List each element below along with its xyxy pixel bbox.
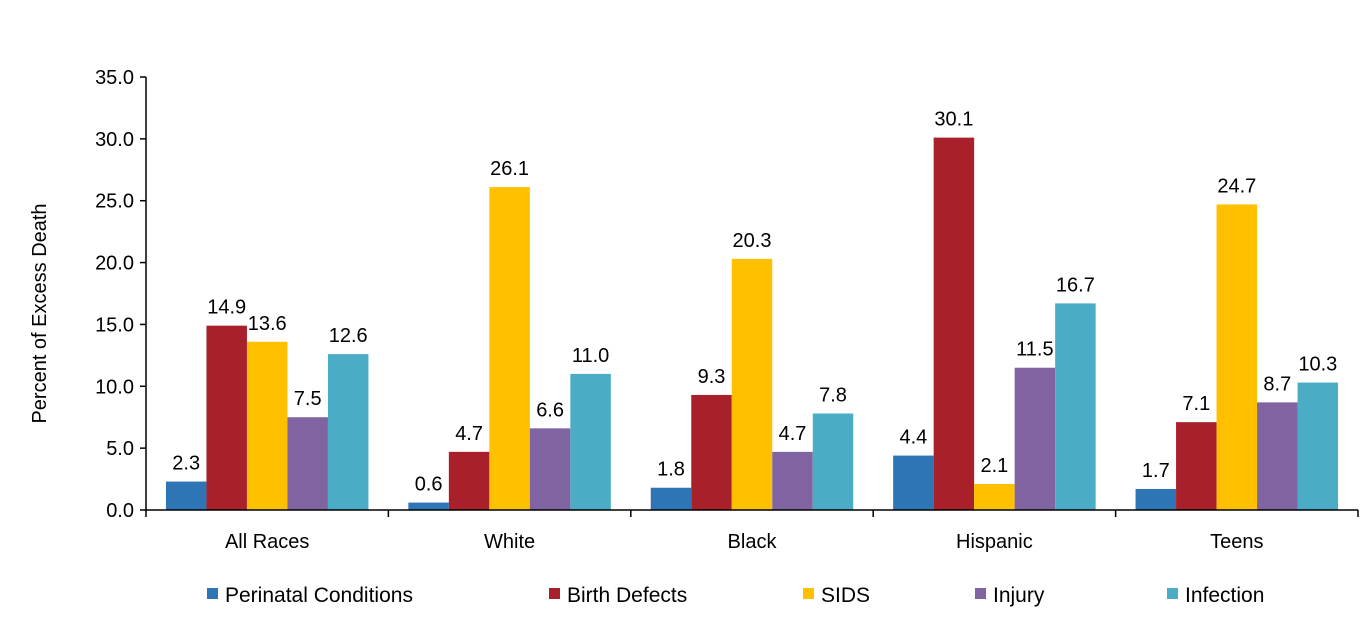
bar-injury-hispanic	[1014, 367, 1056, 510]
bar-sids-black	[731, 258, 773, 510]
data-label: 7.8	[819, 385, 847, 407]
legend-swatch	[803, 588, 814, 599]
axes-layer	[145, 77, 1358, 511]
bar-sids-all-races	[246, 341, 288, 510]
y-ticks-layer: 0.0 5.0 10.0 15.0 20.0 25.0 30.0 35.0	[95, 67, 146, 522]
data-labels-layer: 2.3 0.6 1.8 4.4 1.7 14.9 4.7 9.3 30.1 7.1 13.6 26.1…	[172, 109, 1337, 496]
legend-swatch	[1167, 588, 1178, 599]
bar-sids-teens	[1216, 204, 1258, 510]
data-label: 14.9	[207, 297, 246, 319]
y-tick-label: 10.0	[95, 376, 134, 398]
data-label: 4.4	[899, 427, 927, 449]
bar-injury-teens	[1257, 402, 1298, 510]
x-ticks-layer: All Races White Black Hispanic Teens	[145, 510, 1359, 553]
bar-sids-hispanic	[974, 484, 1015, 510]
data-label: 16.7	[1056, 274, 1095, 296]
bar-infection-black	[812, 413, 854, 510]
data-label: 8.7	[1263, 373, 1291, 395]
bar-injury-white	[529, 428, 571, 510]
bar-birth-defects-hispanic	[933, 137, 975, 510]
bar-infection-all-races	[327, 354, 369, 510]
x-category-label: White	[484, 531, 535, 553]
bar-perinatal-conditions-black	[650, 487, 692, 510]
bar-infection-teens	[1297, 382, 1339, 510]
bar-perinatal-conditions-all-races	[165, 481, 207, 510]
y-axis-title: Percent of Excess Death	[29, 203, 51, 423]
bar-perinatal-conditions-hispanic	[893, 455, 934, 510]
data-label: 4.7	[779, 423, 807, 445]
legend-swatch	[975, 588, 986, 599]
bar-perinatal-conditions-white	[408, 502, 449, 510]
data-label: 11.5	[1016, 339, 1053, 361]
x-category-label: Teens	[1210, 531, 1263, 553]
y-tick-label: 0.0	[106, 500, 134, 522]
data-label: 0.6	[415, 474, 443, 496]
bar-infection-white	[570, 373, 611, 510]
x-category-label: All Races	[225, 531, 309, 553]
legend-label: Injury	[993, 584, 1045, 607]
legend-label: SIDS	[821, 584, 870, 607]
bar-birth-defects-white	[448, 451, 490, 510]
legend-label: Perinatal Conditions	[225, 584, 413, 607]
data-label: 13.6	[248, 313, 287, 335]
bar-sids-white	[489, 187, 530, 511]
bar-infection-hispanic	[1055, 303, 1096, 510]
data-label: 4.7	[455, 423, 483, 445]
data-label: 9.3	[698, 366, 726, 388]
x-category-label: Black	[728, 531, 778, 553]
data-label: 7.5	[294, 388, 322, 410]
bar-perinatal-conditions-teens	[1135, 488, 1177, 510]
bar-injury-all-races	[287, 417, 328, 510]
data-label: 24.7	[1217, 175, 1256, 197]
legend-label: Birth Defects	[567, 584, 687, 607]
data-label: 7.1	[1182, 393, 1210, 415]
x-category-label: Hispanic	[956, 531, 1033, 553]
y-tick-label: 25.0	[95, 191, 134, 213]
y-tick-label: 20.0	[95, 253, 134, 275]
data-label: 1.7	[1142, 460, 1170, 482]
y-tick-label: 5.0	[106, 438, 134, 460]
legend: Perinatal Conditions Birth Defects SIDS Inj…	[207, 584, 1264, 607]
data-label: 2.3	[172, 453, 200, 475]
bar-birth-defects-teens	[1176, 422, 1217, 510]
y-tick-label: 15.0	[95, 314, 134, 336]
legend-swatch	[207, 588, 218, 599]
data-label: 11.0	[572, 345, 609, 367]
data-label: 30.1	[934, 109, 973, 131]
bar-birth-defects-black	[691, 394, 732, 510]
data-label: 6.6	[536, 399, 564, 421]
legend-swatch	[549, 588, 560, 599]
data-label: 12.6	[329, 325, 368, 347]
bar-injury-black	[772, 451, 813, 510]
bars-layer	[165, 137, 1339, 511]
data-label: 2.1	[980, 455, 1008, 477]
data-label: 20.3	[733, 230, 772, 252]
bar-birth-defects-all-races	[206, 325, 247, 510]
legend-label: Infection	[1185, 584, 1264, 607]
data-label: 1.8	[657, 459, 685, 481]
y-tick-label: 35.0	[95, 67, 134, 89]
y-tick-label: 30.0	[95, 129, 134, 151]
data-label: 10.3	[1298, 354, 1337, 376]
data-label: 26.1	[490, 158, 529, 180]
